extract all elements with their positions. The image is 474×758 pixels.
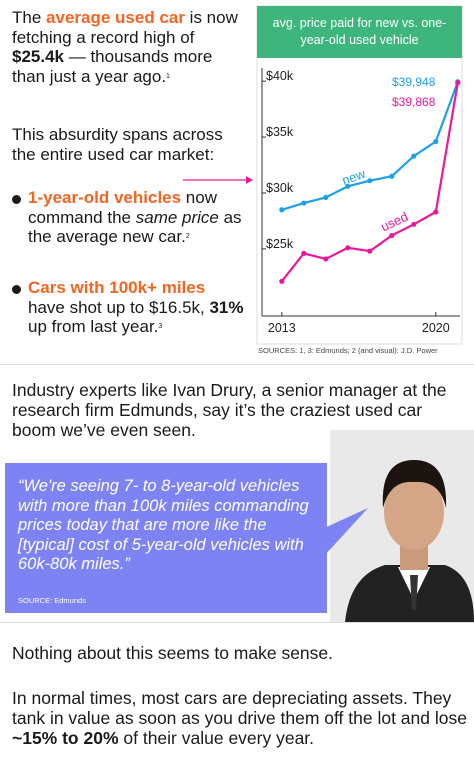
- suit: [345, 565, 474, 622]
- bullet: [12, 195, 21, 204]
- bold: 31%: [209, 297, 244, 317]
- point: [301, 250, 307, 256]
- experts: Industry experts like Ivan Drury, a seni…: [12, 380, 447, 440]
- text: as the average new car.: [28, 207, 242, 247]
- chart-header: [257, 6, 462, 58]
- text: now command the: [28, 188, 217, 227]
- y-tick-label: $35k: [266, 125, 294, 139]
- point: [345, 245, 351, 251]
- bold: ~15% to 20%: [12, 728, 119, 748]
- point: [367, 178, 373, 184]
- text: In normal times, most cars are depreciat…: [12, 688, 467, 728]
- text: — thousands more than just a year ago.: [12, 47, 213, 86]
- text: of their value every year.: [118, 728, 315, 748]
- x-tick-label: 2020: [422, 321, 450, 335]
- annotation: $39,948: [392, 75, 436, 89]
- point: [389, 173, 395, 179]
- point: [301, 200, 307, 206]
- tie: [410, 575, 418, 610]
- highlight: Cars with 100k+ miles: [28, 278, 206, 297]
- market: This absurdity spans across the entire u…: [12, 125, 223, 164]
- hair: [382, 460, 447, 508]
- point: [323, 256, 329, 262]
- point: [279, 278, 285, 284]
- point: [433, 138, 439, 145]
- text: is now fetching a record high of: [12, 8, 238, 47]
- quote-text: “We're seeing 7- to 8-year-old vehicles …: [18, 477, 309, 573]
- paragraph: In normal times, most cars are depreciat…: [12, 688, 467, 748]
- series-label: used: [378, 209, 410, 235]
- quote-graphic: [5, 430, 474, 622]
- quote-tail: [320, 508, 368, 555]
- separator: [0, 622, 474, 623]
- text: have shot up to $16.5k,: [28, 297, 210, 317]
- paragraph: Nothing about this seems to make sense.: [12, 643, 334, 663]
- bullet: [12, 285, 21, 294]
- bullet-text: 1-year-old vehicles now command the same…: [28, 188, 246, 247]
- chart-title: avg. price paid for new vs. one-year-old…: [272, 16, 447, 47]
- y-tick-label: $25k: [266, 237, 294, 251]
- y-tick-label: $30k: [266, 181, 294, 195]
- face: [384, 474, 444, 550]
- highlight: 1-year-old vehicles: [28, 188, 182, 207]
- point: [323, 194, 329, 201]
- highlight: average used car: [46, 8, 185, 27]
- intro: The average used car is now fetching a r…: [12, 8, 248, 86]
- bold: $25.4k: [12, 47, 64, 66]
- text: up from last year.: [28, 317, 159, 336]
- quote-source: SOURCE: Edmunds: [18, 596, 86, 605]
- chart-source: SOURCES: 1, 3: Edmunds; 2 (and visual): …: [258, 346, 438, 355]
- footnote: 3: [158, 323, 163, 330]
- italic: same price: [135, 207, 219, 227]
- chart: $39,948 $39,868 new used SOURCES: 1, 3: …: [183, 5, 463, 355]
- point: [367, 248, 373, 254]
- point: [345, 183, 351, 189]
- x-tick-label: 2013: [268, 321, 296, 335]
- separator: [0, 364, 474, 365]
- footnote: 2: [185, 233, 190, 240]
- text: The: [12, 8, 47, 27]
- point: [279, 207, 285, 213]
- point: [411, 153, 417, 159]
- point: [455, 80, 461, 86]
- point: [389, 232, 395, 239]
- annotation: $39,868: [392, 95, 436, 109]
- point: [411, 221, 417, 227]
- footnote: 1: [166, 72, 170, 80]
- bullet-text: Cars with 100k+ miles have shot up to $1…: [28, 278, 246, 337]
- quote-box: [5, 463, 327, 613]
- y-tick-label: $40k: [266, 69, 294, 83]
- point: [433, 209, 439, 215]
- arrow-head: [246, 176, 253, 184]
